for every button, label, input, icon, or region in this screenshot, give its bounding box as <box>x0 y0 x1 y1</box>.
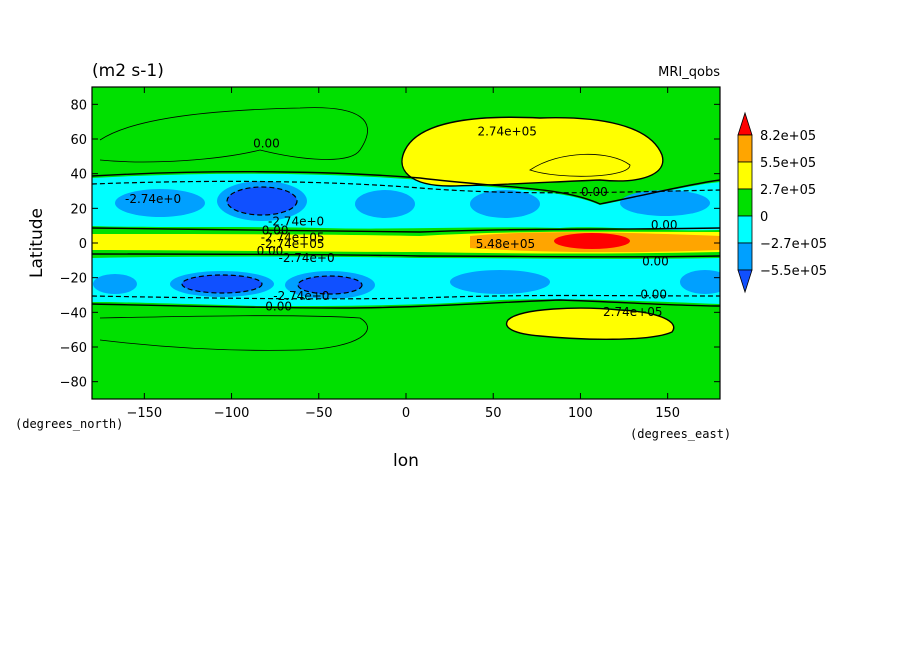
colorbar-label: −5.5e+05 <box>760 264 827 279</box>
contour-labels: 0.002.74e+05-2.74e+0 0.000.00-2.74e+00.00… <box>125 125 678 319</box>
contour-zero-n2 <box>92 227 720 233</box>
contour-neg-s <box>92 294 720 300</box>
colorbar-arrow-top <box>737 111 753 136</box>
y-tick-label: 40 <box>70 168 87 183</box>
contour-thin-3 <box>529 153 631 177</box>
contour-label: -2.74e+0 <box>273 289 329 303</box>
y-tick-label: −80 <box>60 376 87 391</box>
contour-label: -2.74e+0 <box>125 192 181 206</box>
x-tick-label: −100 <box>214 406 250 421</box>
x-axis-label: lon <box>393 451 419 471</box>
pos-max <box>554 233 630 249</box>
neg-core-5 <box>620 190 710 216</box>
contour-zero-s <box>92 253 720 258</box>
pos-region-south <box>506 308 674 340</box>
contour-zero-n <box>92 171 720 205</box>
x-axis: −150 −100 −50 0 50 100 150 <box>126 87 680 421</box>
x-tick-label: −150 <box>126 406 162 421</box>
contour-neg-core-s2 <box>181 274 263 294</box>
contour-label: 0.00 <box>262 223 289 237</box>
neg-core-s3b <box>298 276 362 294</box>
neg-core-4 <box>470 190 540 218</box>
y-tick-label: 20 <box>70 202 87 217</box>
y-tick-label: −40 <box>60 306 87 321</box>
contour-label: -2.74e+05 <box>261 237 325 251</box>
contour-label: 5.48e+05 <box>476 237 535 251</box>
neg-core-s2b <box>182 275 262 293</box>
x-tick-label: 50 <box>485 406 502 421</box>
chart-title: (m2 s-1) <box>92 61 164 81</box>
contour-pos-n <box>401 116 664 187</box>
x-tick-label: −50 <box>305 406 332 421</box>
colorbar-label: 5.5e+05 <box>760 156 816 171</box>
contour-thin-1 <box>99 107 368 163</box>
pos-region-north <box>402 117 663 186</box>
colorbar-segment <box>737 188 753 217</box>
contour-label: -2.74e+05 <box>261 230 325 244</box>
y-tick-label: 0 <box>79 237 87 252</box>
y-tick-label: 80 <box>70 98 87 113</box>
colorbar-segment <box>737 161 753 190</box>
contour-thin-2 <box>99 315 368 351</box>
y-tick-label: 60 <box>70 133 87 148</box>
contour-label: 0.00 <box>581 185 608 199</box>
colorbar-segment <box>737 242 753 271</box>
x-tick-label: 100 <box>568 406 593 421</box>
x-tick-label: 0 <box>402 406 410 421</box>
contour-label: 2.74e+05 <box>477 125 536 139</box>
contour-label: 0.00 <box>642 255 669 269</box>
contour-label: 0.00 <box>257 244 284 258</box>
colorbar-segment <box>737 134 753 163</box>
contour-label: 0.00 <box>651 218 678 232</box>
neg-core-3 <box>355 190 415 218</box>
contour-field: 0.002.74e+05-2.74e+0 0.000.00-2.74e+00.00… <box>92 87 720 399</box>
contour-label: -2.74e+0 <box>268 215 324 229</box>
neg-core-s4 <box>450 270 550 294</box>
colorbar-segment <box>737 215 753 244</box>
neg-core-s5 <box>680 270 720 294</box>
colorbar-label: 2.7e+05 <box>760 183 816 198</box>
colorbar-label: −2.7e+05 <box>760 237 827 252</box>
neg-core-1 <box>115 189 205 217</box>
colorbar-label: 0 <box>760 210 768 225</box>
x-tick-label: 150 <box>655 406 680 421</box>
y-axis-label: Latitude <box>27 208 47 278</box>
model-label: MRI_qobs <box>658 65 720 80</box>
contour-neg-core-n <box>226 186 298 216</box>
contour-zero-s2 <box>92 299 720 309</box>
contour-label: 0.00 <box>265 300 292 314</box>
colorbar-label: 8.2e+05 <box>760 129 816 144</box>
contour-label: 2.74e+05 <box>603 305 662 319</box>
contour-neg-n <box>92 180 720 194</box>
contour-neg-core-s3 <box>297 275 363 295</box>
neg-core-s1 <box>93 274 137 294</box>
x-units-label: (degrees_east) <box>630 427 731 441</box>
contour-label: 0.00 <box>253 137 280 151</box>
y-units-label: (degrees_north) <box>15 417 123 431</box>
y-axis: 80 60 40 20 0 −20 −40 −60 −80 <box>60 98 720 391</box>
contour-pos-s <box>505 307 675 340</box>
y-tick-label: −20 <box>60 272 87 287</box>
colorbar: 8.2e+05 5.5e+05 2.7e+05 0 −2.7e+05 −5.5e+05 <box>737 111 827 294</box>
contour-label: 0.00 <box>640 287 667 301</box>
y-tick-label: −60 <box>60 341 87 356</box>
colorbar-arrow-bottom <box>737 269 753 294</box>
contour-label: -2.74e+0 <box>279 251 335 265</box>
neg-core-2b <box>227 187 297 215</box>
